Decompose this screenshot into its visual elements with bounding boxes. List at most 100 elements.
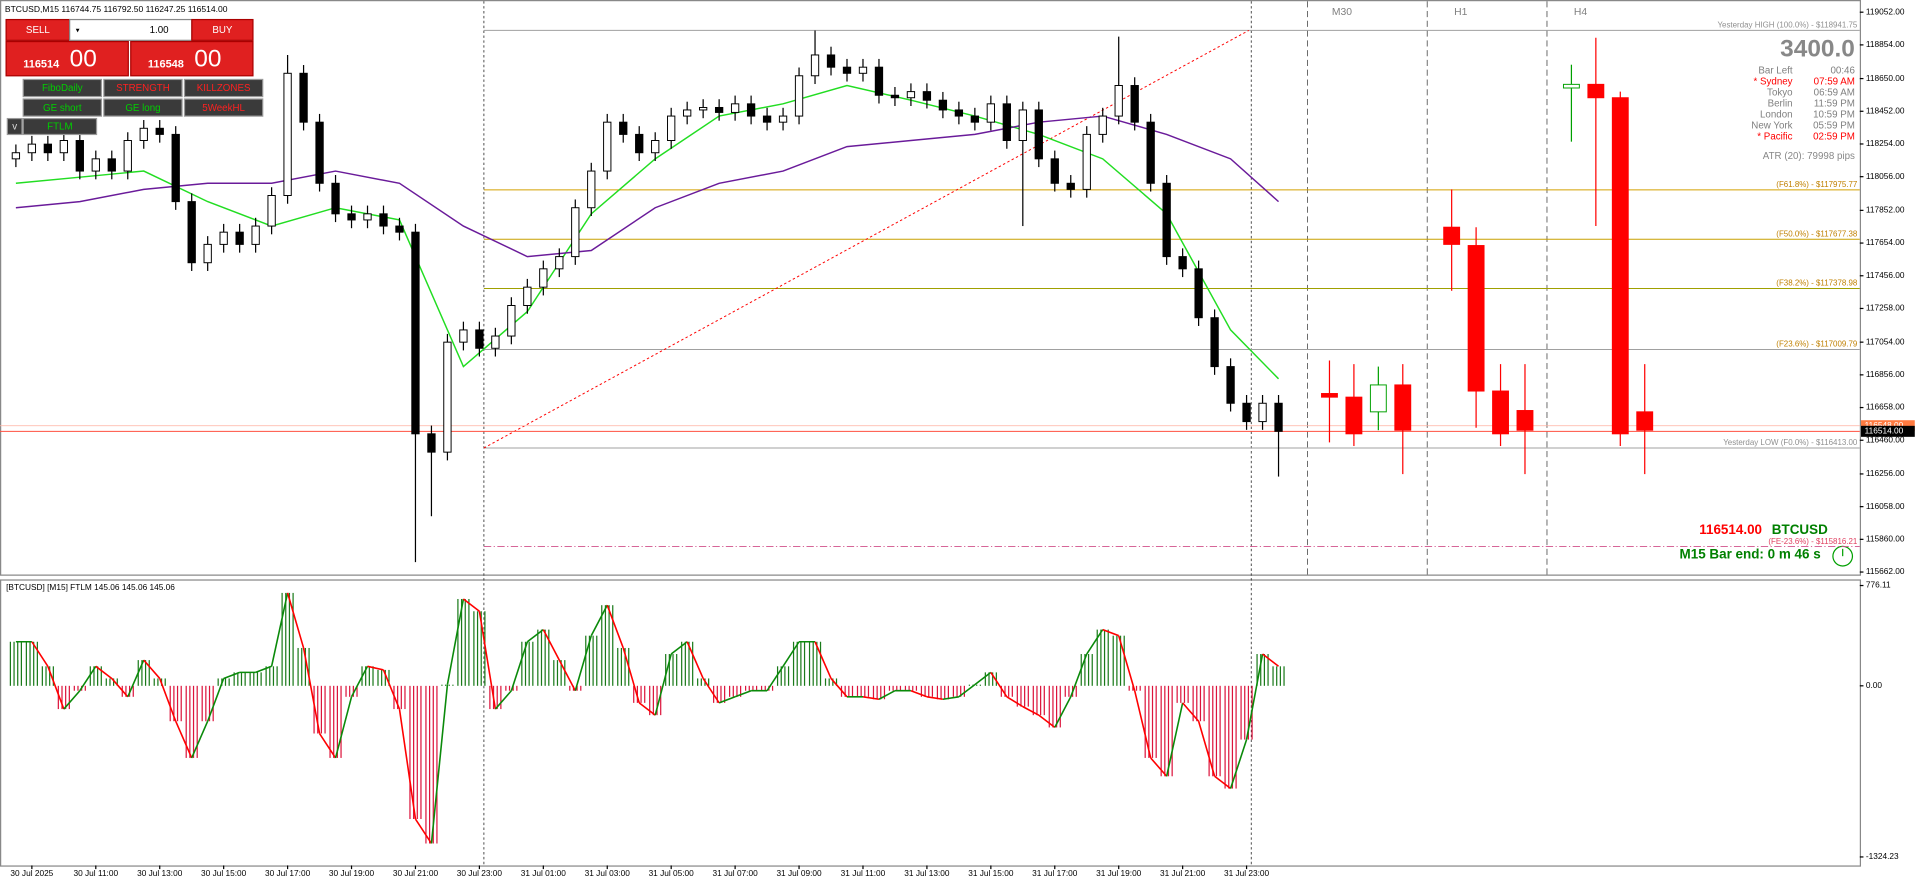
indicator-button-label: 5WeekHL <box>202 103 245 114</box>
oscillator-title: [BTCUSD] [M15] FTLM 145.06 145.06 145.06 <box>6 582 175 592</box>
oscillator-line <box>1197 721 1216 777</box>
candle-body <box>890 94 900 99</box>
y-tick-label: 116856.00 <box>1866 369 1905 379</box>
x-tick-label: 30 Jul 17:00 <box>265 868 311 878</box>
session-label: * Pacific <box>1757 131 1792 142</box>
candle-body <box>1492 390 1509 435</box>
oscillator-line <box>1054 696 1072 728</box>
candle-body <box>954 109 964 117</box>
atr-label: ATR (20): 79998 pips <box>1763 151 1855 162</box>
candle-body <box>11 152 21 160</box>
indicator-button[interactable] <box>103 98 183 117</box>
candle-body <box>1394 384 1412 431</box>
oscillator-line <box>702 678 720 704</box>
candle-body <box>43 143 53 154</box>
indicator-button[interactable] <box>183 78 264 98</box>
y-tick-label: 117054.00 <box>1866 336 1905 346</box>
session-label: London <box>1760 109 1793 120</box>
candle-body <box>683 109 692 117</box>
oscillator-line <box>622 647 640 704</box>
indicator-button[interactable] <box>183 98 264 117</box>
timeframe-label: H4 <box>1574 7 1587 18</box>
oscillator-line <box>686 641 704 679</box>
candle-body <box>1146 121 1155 184</box>
ask-quote-main: 116548 <box>148 59 184 71</box>
ask-quote-box[interactable] <box>130 40 254 77</box>
fibo-level-label: (F61.8%) - $117975.77 <box>1776 180 1858 189</box>
candle-body <box>347 213 356 221</box>
candle-body <box>1636 411 1654 431</box>
oscillator-line <box>782 641 800 667</box>
candle-body <box>1611 97 1629 435</box>
small-button[interactable] <box>22 117 98 136</box>
oscillator-line <box>302 647 321 734</box>
oscillator-line <box>318 733 337 759</box>
oscillator-line <box>382 669 401 710</box>
oscillator-line <box>446 598 465 685</box>
x-tick-label: 31 Jul 05:00 <box>649 868 695 878</box>
y-tick-label: 118650.00 <box>1866 73 1905 83</box>
candle-body <box>379 213 388 227</box>
candle-body <box>1002 103 1011 141</box>
candle-body <box>1018 109 1027 141</box>
candle-body <box>395 225 404 233</box>
x-tick-label: 31 Jul 21:00 <box>1160 868 1206 878</box>
bid-quote-box[interactable] <box>5 40 129 77</box>
candle-body <box>1194 268 1203 319</box>
oscillator-line <box>590 604 608 637</box>
candle-body <box>922 91 932 101</box>
oscillator-line <box>574 635 593 691</box>
candle-body <box>1516 410 1534 431</box>
y-tick-label: 118452.00 <box>1866 105 1905 115</box>
fibo-level-label: (FE-23.6%) - $115816.21 <box>1768 537 1858 546</box>
oscillator-line <box>1102 628 1119 637</box>
candle-body <box>59 140 68 154</box>
ask-price-label: 116548.00 <box>1865 420 1904 430</box>
candle-body <box>475 329 484 349</box>
oscillator-line <box>270 592 289 667</box>
oscillator-line <box>1038 714 1056 729</box>
oscillator-line <box>1245 653 1264 740</box>
oscillator-line <box>526 628 544 643</box>
y-tick-label: 116460.00 <box>1866 434 1905 444</box>
oscillator-line <box>190 720 209 759</box>
oscillator-line <box>1117 635 1136 691</box>
oscillator-line <box>127 659 145 698</box>
buy-button[interactable] <box>191 18 254 41</box>
oscillator-line <box>558 659 576 692</box>
small-button[interactable] <box>6 117 23 136</box>
indicator-button[interactable] <box>103 78 183 98</box>
main-panel-frame <box>0 0 1862 576</box>
lot-value: 1.00 <box>150 25 170 36</box>
oscillator-line <box>654 653 672 716</box>
indicator-button[interactable] <box>22 78 103 98</box>
candle-body <box>203 243 212 264</box>
oscillator-line <box>47 666 65 710</box>
indicator-button-label: FiboDaily <box>42 83 83 94</box>
candle-body <box>794 75 804 117</box>
oscillator-line <box>63 690 81 710</box>
bid-price-label: 116514.00 <box>1865 426 1904 436</box>
x-tick-label: 30 Jul 11:00 <box>74 868 119 878</box>
x-tick-label: 31 Jul 07:00 <box>713 868 759 878</box>
y-tick-label: 776.11 <box>1866 580 1891 590</box>
indicator-button[interactable] <box>22 98 103 117</box>
x-tick-label: 30 Jul 23:00 <box>457 868 503 878</box>
oscillator-line <box>223 671 240 680</box>
candle-body <box>603 121 612 172</box>
candle-body <box>523 286 532 306</box>
lot-dropdown: ▾ <box>76 25 80 34</box>
oscillator-line <box>398 708 417 820</box>
candle-body <box>75 140 84 172</box>
oscillator-line <box>830 677 848 698</box>
oscillator-line <box>1070 653 1088 698</box>
candle-body <box>235 231 244 245</box>
session-time: 07:59 AM <box>1814 76 1855 87</box>
x-tick-label: 31 Jul 17:00 <box>1032 868 1078 878</box>
candle-body <box>219 231 228 245</box>
session-time: 06:59 AM <box>1814 87 1855 98</box>
y-tick-label: 116658.00 <box>1866 402 1905 412</box>
candle-body <box>299 72 308 123</box>
lot-field[interactable] <box>69 18 193 41</box>
y-tick-label: -1324.23 <box>1866 851 1899 861</box>
